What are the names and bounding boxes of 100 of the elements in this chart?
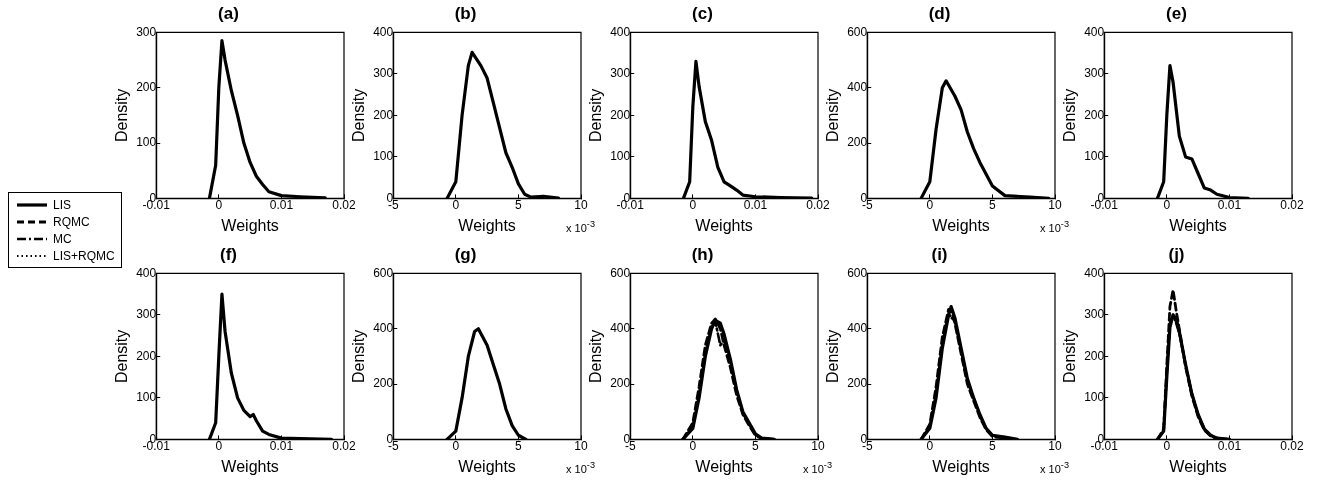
y-tick-label: 200 [136, 80, 157, 95]
x-tick-label: 0.01 [1217, 438, 1242, 453]
legend-label: LIS+RQMC [53, 248, 115, 263]
x-axis-title: Weights [221, 216, 279, 234]
y-tick-label: 200 [847, 135, 868, 150]
chart-title: (d) [928, 3, 951, 23]
y-tick-label: 400 [610, 321, 631, 336]
chart-title: (g) [454, 244, 477, 264]
y-axis-title: Density [587, 88, 605, 143]
x-axis-title: Weights [695, 457, 753, 475]
text: x 10$^{-3}$ [1040, 219, 1069, 234]
y-tick-label: 400 [1084, 24, 1105, 39]
y-tick-label: 300 [373, 66, 394, 81]
y-tick-label: 600 [610, 265, 631, 280]
x-tick-label: 0 [452, 197, 460, 212]
x-tick-label: 0 [689, 197, 697, 212]
y-tick-label: 200 [136, 348, 157, 363]
text: x 10$^{-3}$ [803, 460, 832, 475]
x-tick-label: 0.01 [1217, 197, 1242, 212]
y-axis-title: Density [824, 88, 842, 143]
text: x 10$^{-3}$ [1040, 460, 1069, 475]
y-tick-label: 400 [373, 24, 394, 39]
chart-title: (i) [931, 244, 948, 264]
y-tick-label: 600 [847, 24, 868, 39]
y-tick-label: 100 [373, 149, 394, 164]
y-tick-label: 200 [1084, 107, 1105, 122]
y-tick-label: 400 [610, 24, 631, 39]
x-axis-title: Weights [932, 216, 990, 234]
x-tick-label: 0 [926, 438, 934, 453]
legend-label: MC [53, 231, 72, 246]
legend-label: RQMC [53, 214, 90, 229]
chart-title: (e) [1166, 3, 1187, 23]
text: x 10$^{-3}$ [566, 219, 595, 234]
x-tick-label: 0 [1163, 197, 1171, 212]
y-tick-label: 100 [136, 390, 157, 405]
x-tick-label: 0.01 [269, 438, 294, 453]
y-tick-label: 300 [136, 24, 157, 39]
x-axis-title: Weights [221, 457, 279, 475]
x-tick-label: 0 [215, 197, 223, 212]
chart-title: (c) [692, 3, 713, 23]
x-tick-label: 10 [574, 438, 588, 453]
y-axis-title: Density [587, 329, 605, 384]
x-tick-label: 5 [515, 438, 523, 453]
x-tick-label: 5 [989, 197, 997, 212]
legend-label: LIS [53, 197, 72, 212]
x-axis-title: Weights [1169, 457, 1227, 475]
y-tick-label: 200 [373, 376, 394, 391]
x-tick-label: 0.02 [1280, 438, 1304, 453]
x-tick-label: 0.01 [269, 197, 294, 212]
x-tick-label: 0 [689, 438, 697, 453]
x-tick-label: 0 [1163, 438, 1171, 453]
y-tick-label: 200 [847, 376, 868, 391]
y-tick-label: 400 [373, 321, 394, 336]
y-tick-label: 600 [373, 265, 394, 280]
chart-title: (h) [691, 244, 714, 264]
y-tick-label: 400 [847, 321, 868, 336]
x-tick-label: 10 [811, 438, 825, 453]
x-tick-label: 0.02 [332, 438, 356, 453]
x-tick-label: 0.02 [806, 197, 830, 212]
y-tick-label: 300 [1084, 66, 1105, 81]
x-tick-label: 0 [215, 438, 223, 453]
x-tick-label: 10 [1048, 438, 1062, 453]
y-tick-label: 100 [610, 149, 631, 164]
y-tick-label: 400 [136, 265, 157, 280]
x-tick-label: 0 [452, 438, 460, 453]
y-axis-title: Density [1061, 329, 1079, 384]
y-tick-label: 200 [1084, 348, 1105, 363]
y-tick-label: 100 [1084, 149, 1105, 164]
y-tick-label: 600 [847, 265, 868, 280]
y-tick-label: 300 [1084, 307, 1105, 322]
y-tick-label: 200 [610, 376, 631, 391]
x-tick-label: 5 [989, 438, 997, 453]
x-tick-label: 10 [1048, 197, 1062, 212]
chart-title: (f) [220, 244, 237, 264]
x-axis-title: Weights [932, 457, 990, 475]
x-tick-label: 5 [515, 197, 523, 212]
y-tick-label: 300 [610, 66, 631, 81]
x-tick-label: 10 [574, 197, 588, 212]
y-axis-title: Density [113, 88, 131, 143]
x-tick-label: 0.01 [743, 197, 768, 212]
y-tick-label: 400 [1084, 265, 1105, 280]
y-tick-label: 400 [847, 80, 868, 95]
x-tick-label: 0.02 [332, 197, 356, 212]
x-tick-label: 0.02 [1280, 197, 1304, 212]
y-tick-label: 200 [610, 107, 631, 122]
y-tick-label: 300 [136, 307, 157, 322]
x-tick-label: 5 [752, 438, 760, 453]
y-axis-title: Density [113, 329, 131, 384]
y-axis-title: Density [350, 88, 368, 143]
x-axis-title: Weights [1169, 216, 1227, 234]
x-axis-title: Weights [695, 216, 753, 234]
y-axis-title: Density [1061, 88, 1079, 143]
y-axis-title: Density [350, 329, 368, 384]
y-tick-label: 200 [373, 107, 394, 122]
chart-title: (b) [454, 3, 477, 23]
y-tick-label: 100 [1084, 390, 1105, 405]
chart-title: (a) [218, 3, 239, 23]
x-axis-title: Weights [458, 457, 516, 475]
x-tick-label: 0 [926, 197, 934, 212]
chart-title: (j) [1168, 244, 1185, 264]
